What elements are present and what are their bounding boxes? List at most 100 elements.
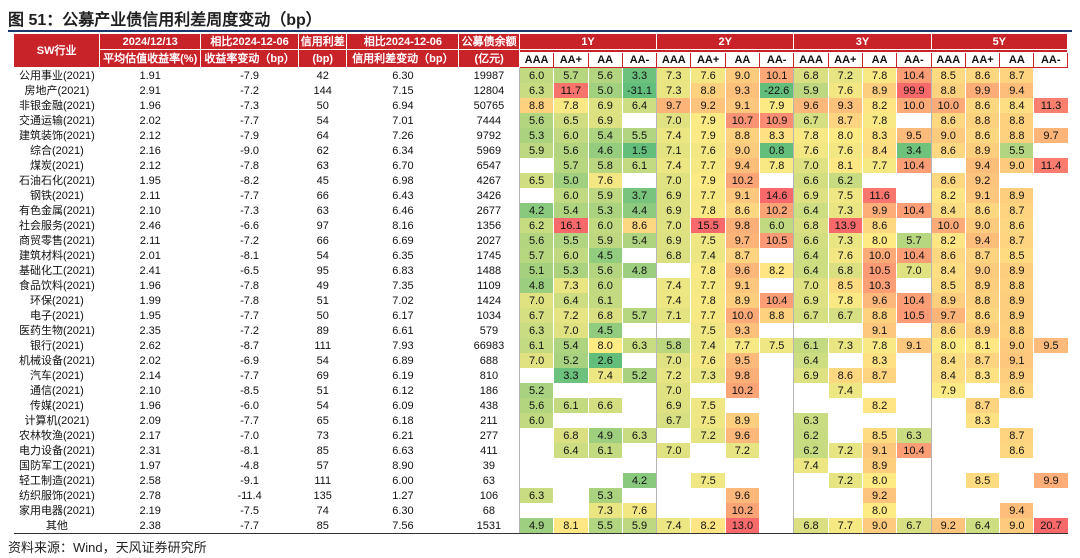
heat-cell xyxy=(861,413,897,428)
heat-cell: 6.0 xyxy=(587,278,623,293)
table-row: 商贸零售(2021) 2.11 -7.2 66 6.69 2027 5.6 5.5 5.9 5.4… xyxy=(14,233,1068,248)
heat-cell xyxy=(553,473,589,488)
heat-cell: 9.1 xyxy=(861,443,897,458)
heat-cell xyxy=(759,368,794,383)
heat-cell: 6.8 xyxy=(553,428,589,443)
balance-cell: 1356 xyxy=(476,219,502,232)
heat-cell: 7.0 xyxy=(518,293,554,308)
balance-cell: 1109 xyxy=(477,279,501,292)
heat-cell xyxy=(1033,248,1068,263)
header-rating: AA+ xyxy=(553,52,589,68)
header-rating: AAA xyxy=(656,52,692,68)
heat-cell: 6.8 xyxy=(793,67,829,83)
source-note: 资料来源：Wind，天风证券研究所 xyxy=(8,540,207,555)
heat-cell: 8.6 xyxy=(930,173,966,188)
heat-cell xyxy=(759,278,794,293)
spread-change-cell: 7.15 xyxy=(392,84,414,97)
table-row: 石油石化(2021) 1.95 -8.2 45 6.98 4267 6.5 5.0 7.6 7.0… xyxy=(14,173,1068,188)
heat-cell: 7.8 xyxy=(690,263,726,278)
yield-cell: 2.91 xyxy=(139,84,161,97)
heat-cell: 8.6 xyxy=(999,218,1034,233)
heat-cell: 6.7 xyxy=(896,518,932,534)
heat-cell: 11.4 xyxy=(1033,158,1068,173)
heat-cell xyxy=(999,398,1034,413)
heat-cell: 9.2 xyxy=(964,173,1000,188)
heat-cell: 7.0 xyxy=(656,218,691,233)
heat-cell xyxy=(793,503,829,518)
heat-cell: 10.4 xyxy=(896,67,932,83)
industry-cell: 石油石化(2021) xyxy=(18,174,95,187)
heat-cell: 7.5 xyxy=(690,473,726,488)
heat-cell xyxy=(896,458,932,473)
heat-cell: 9.1 xyxy=(861,323,897,338)
heat-cell: 9.1 xyxy=(724,278,760,293)
yield-change-cell: -7.2 xyxy=(240,324,260,337)
heat-cell: 9.7 xyxy=(1033,128,1068,143)
heat-cell xyxy=(1033,398,1068,413)
balance-cell: 438 xyxy=(479,399,499,412)
industry-cell: 家用电器(2021) xyxy=(18,504,95,517)
heat-cell: 14.6 xyxy=(759,188,794,203)
heat-cell: 6.8 xyxy=(793,518,829,534)
heat-cell: 5.6 xyxy=(518,113,554,128)
table-row: 农林牧渔(2021) 2.17 -7.0 73 6.21 277 6.8 4.9 6.3 7.2 9… xyxy=(14,428,1068,443)
heat-cell: 3.3 xyxy=(553,368,589,383)
heat-cell xyxy=(930,488,966,503)
spread-change-cell: 6.63 xyxy=(392,444,414,457)
heat-cell xyxy=(621,353,657,368)
yield-change-cell: -4.8 xyxy=(240,459,260,472)
heat-cell: 7.7 xyxy=(690,188,726,203)
heat-cell: 6.4 xyxy=(964,518,1000,534)
heat-cell: 9.1 xyxy=(999,353,1034,368)
spread-cell: 65 xyxy=(316,414,329,427)
heat-cell: 8.7 xyxy=(827,113,863,128)
heat-cell: 7.4 xyxy=(793,458,829,473)
heat-cell xyxy=(621,278,657,293)
heat-cell: 8.9 xyxy=(964,143,1000,158)
heat-cell: 5.0 xyxy=(553,173,589,188)
heat-cell xyxy=(759,518,794,534)
heat-cell: 6.4 xyxy=(553,293,589,308)
heat-cell: 9.1 xyxy=(724,98,760,113)
heat-cell xyxy=(930,458,966,473)
heat-cell: 7.1 xyxy=(656,308,691,323)
balance-cell: 39 xyxy=(482,459,496,472)
yield-change-cell: -8.1 xyxy=(240,444,260,457)
heat-cell: 7.3 xyxy=(656,83,691,98)
heat-cell: 8.6 xyxy=(621,218,657,233)
header-balance: 公募债余额 xyxy=(458,34,520,50)
heat-cell: 10.2 xyxy=(759,203,794,218)
table-row: 环保(2021) 1.99 -7.8 51 7.02 1424 7.0 6.4 6.1 7.4 7.… xyxy=(14,293,1068,308)
header-rating: AA- xyxy=(759,52,795,68)
heat-cell: 4.6 xyxy=(587,143,623,158)
table-row: 电力设备(2021) 2.31 -8.1 85 6.63 411 6.4 6.1 7.0 7.2 6… xyxy=(14,443,1068,458)
heat-cell: 9.7 xyxy=(930,308,966,323)
heat-cell: 8.6 xyxy=(964,98,1000,113)
heat-cell: 9.2 xyxy=(690,98,726,113)
heat-cell: 8.7 xyxy=(964,353,1000,368)
heat-cell xyxy=(690,383,726,398)
heat-cell: 7.2 xyxy=(553,308,589,323)
heat-cell: 5.9 xyxy=(621,518,657,534)
balance-cell: 66983 xyxy=(473,339,505,352)
heat-cell: 8.8 xyxy=(999,278,1034,293)
heat-cell xyxy=(553,458,589,473)
heat-cell: 8.8 xyxy=(964,113,1000,128)
heat-cell xyxy=(518,158,554,173)
heat-cell: 9.7 xyxy=(656,98,691,113)
heat-cell: 7.7 xyxy=(827,518,863,534)
table-row: 食品饮料(2021) 1.96 -7.8 49 7.35 1109 4.8 7.3 6.0 7.4… xyxy=(14,278,1068,293)
header-tenor-5y: 5Y xyxy=(931,34,1069,50)
heat-cell: 7.5 xyxy=(690,413,726,428)
header-rating: AA- xyxy=(621,52,658,68)
yield-change-cell: -7.3 xyxy=(240,99,260,112)
heat-cell xyxy=(1033,143,1068,158)
industry-cell: 银行(2021) xyxy=(29,339,84,352)
heat-cell: 6.9 xyxy=(656,188,691,203)
header-rating: AA- xyxy=(1033,52,1068,68)
heat-cell: 6.0 xyxy=(553,188,589,203)
heat-cell xyxy=(518,428,554,443)
industry-cell: 商贸零售(2021) xyxy=(18,234,95,247)
spread-cell: 62 xyxy=(316,144,329,157)
yield-cell: 2.02 xyxy=(139,114,161,127)
